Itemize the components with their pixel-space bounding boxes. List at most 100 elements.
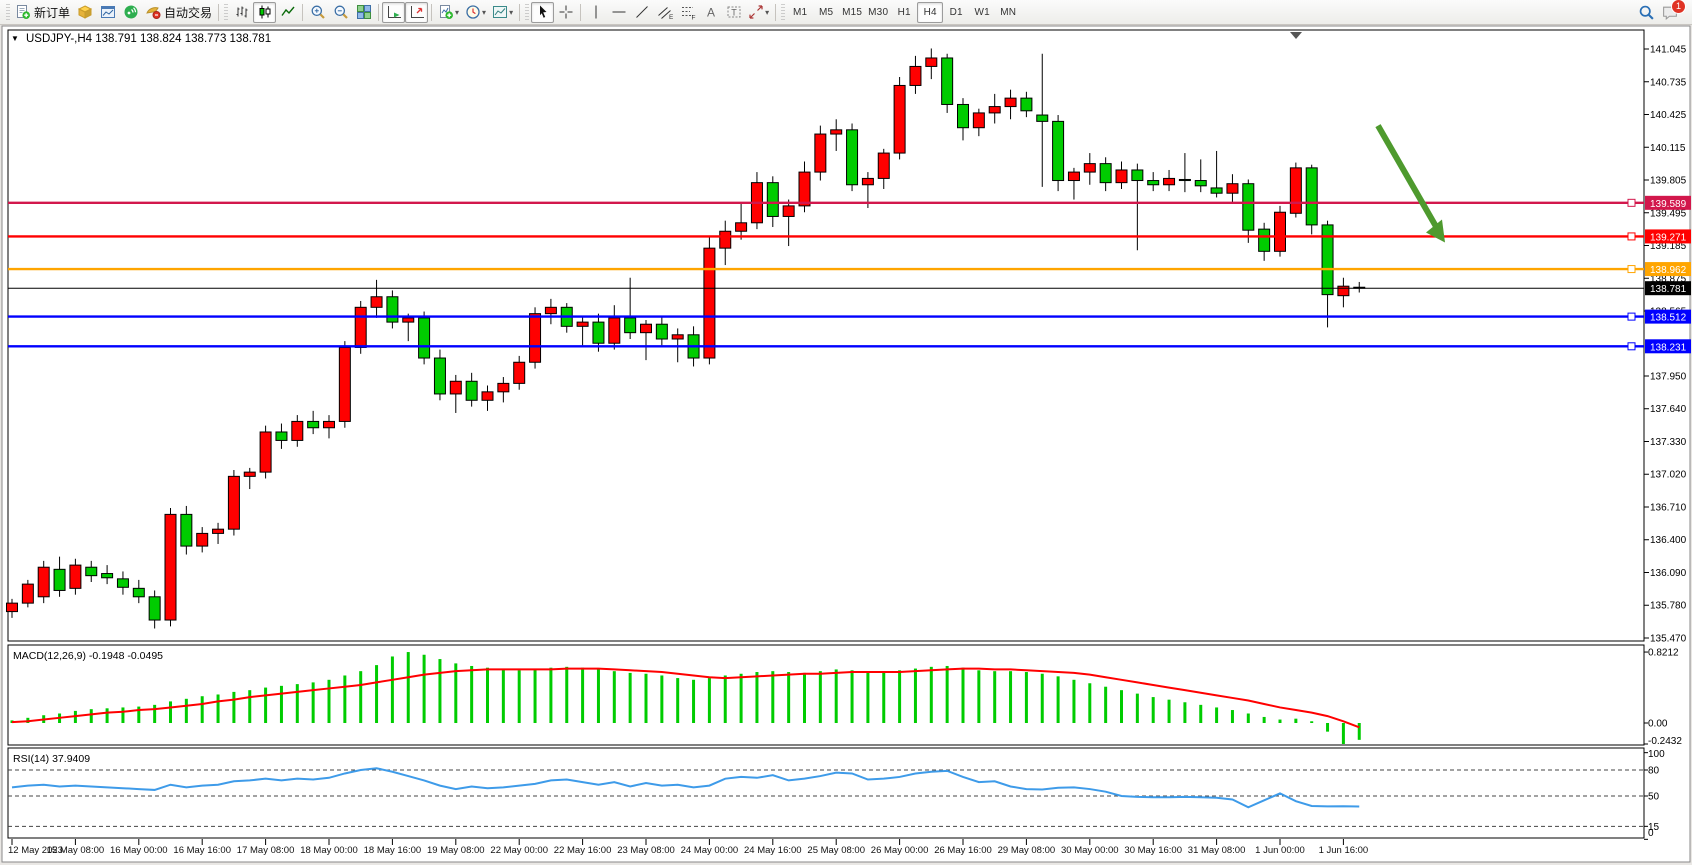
crosshair-icon (558, 4, 574, 20)
tile-windows-button[interactable] (352, 2, 375, 23)
time-axis-label: 1 Jun 00:00 (1255, 845, 1305, 856)
shapes-tool-button[interactable]: ▾ (745, 2, 772, 23)
fibonacci-tool-button[interactable]: F (676, 2, 699, 23)
auto-scroll-button[interactable] (382, 1, 406, 23)
macd-bar (977, 670, 981, 723)
macd-bar (406, 652, 410, 723)
vertical-line-tool-button[interactable] (584, 2, 607, 23)
one-click-trading-collapse-icon[interactable]: ▼ (11, 34, 19, 43)
price-tag (1645, 195, 1691, 210)
macd-bar (961, 667, 965, 723)
symbols-cube-icon (77, 4, 93, 20)
price-axis-label: 138.875 (1650, 274, 1687, 285)
symbols-button[interactable] (73, 2, 96, 23)
search-icon (1638, 4, 1655, 21)
rsi-line (11, 767, 1360, 809)
candle-body (766, 182, 779, 217)
cursor-button[interactable] (531, 1, 555, 23)
line-handle[interactable] (1627, 198, 1636, 207)
text-tool-button[interactable]: A (699, 2, 722, 23)
separator (775, 3, 777, 21)
macd-bar (1215, 707, 1219, 723)
line-handle[interactable] (1627, 232, 1636, 241)
chart-shift-button[interactable] (405, 1, 429, 23)
candlestick-mode-button[interactable] (253, 1, 277, 23)
macd-bar (311, 682, 315, 723)
macd-bar (89, 709, 93, 723)
templates-button[interactable]: ▾ (489, 2, 516, 23)
price-axis-label: 136.090 (1650, 568, 1687, 579)
timeframe-button-M30[interactable]: M30 (868, 6, 889, 18)
separator (519, 3, 521, 21)
timeframe-button-W1[interactable]: W1 (974, 6, 990, 18)
price-tag-label: 138.512 (1650, 313, 1687, 324)
line-chart-mode-button[interactable] (276, 2, 299, 23)
candle-body (893, 84, 906, 154)
candle-body (735, 222, 748, 232)
label-tool-button[interactable]: T (722, 2, 745, 23)
candle-body (148, 596, 161, 621)
candle-body (830, 129, 843, 135)
candle-body (592, 321, 605, 344)
candle-body (719, 230, 732, 249)
line-handle[interactable] (1627, 265, 1636, 274)
macd-bar (422, 654, 426, 723)
macd-bar (913, 668, 917, 723)
channel-tool-button[interactable]: E (653, 2, 676, 23)
charts-window-button[interactable] (96, 2, 119, 23)
notifications-button[interactable]: 1 (1658, 0, 1686, 23)
timeframe-button-M15[interactable]: M15 (842, 6, 863, 18)
timeframe-button-M1[interactable]: M1 (792, 6, 808, 18)
macd-bar (1151, 697, 1155, 723)
chevron-down-icon: ▾ (765, 7, 770, 17)
candle-body (227, 475, 240, 530)
time-axis-label: 16 May 00:00 (110, 845, 168, 856)
crosshair-button[interactable] (554, 2, 577, 23)
timeframe-button-D1[interactable]: D1 (949, 6, 963, 18)
annotation-arrow-head[interactable] (1426, 219, 1445, 243)
horizontal-line-tool-button[interactable] (607, 2, 630, 23)
timeframe-button-H4[interactable]: H4 (917, 1, 944, 23)
timeframe-button-MN[interactable]: MN (1000, 6, 1017, 18)
trendline-tool-button[interactable] (630, 2, 653, 23)
macd-bar (945, 665, 949, 723)
macd-bar (707, 678, 711, 723)
candle-body (132, 587, 145, 598)
zoom-in-button[interactable] (306, 2, 329, 23)
macd-bar (1262, 716, 1266, 723)
toolbar-grip[interactable] (781, 3, 786, 21)
macd-bar (850, 670, 854, 723)
line-chart-icon (280, 4, 296, 20)
indicators-button[interactable]: ▾ (435, 2, 462, 23)
chart-shift-marker[interactable] (1290, 32, 1302, 39)
timeframe-button-M5[interactable]: M5 (818, 6, 834, 18)
timeframe-button-H1[interactable]: H1 (897, 6, 911, 18)
signals-button[interactable] (119, 2, 142, 23)
search-button[interactable] (1635, 2, 1658, 23)
macd-bar (264, 687, 268, 723)
periods-button[interactable]: ▾ (462, 2, 489, 23)
macd-bar (644, 673, 648, 723)
annotation-arrow-shaft[interactable] (1375, 124, 1439, 229)
candle-body (671, 334, 684, 340)
line-handle[interactable] (1627, 342, 1636, 351)
candle-body (1321, 224, 1334, 296)
bar-chart-mode-button[interactable] (230, 2, 253, 23)
candle-body (1020, 97, 1033, 112)
zoom-out-button[interactable] (329, 2, 352, 23)
time-axis-label: 18 May 00:00 (300, 845, 358, 856)
toolbar-grip[interactable] (224, 3, 229, 21)
toolbar-grip[interactable] (6, 3, 10, 21)
toolbar-grip[interactable] (525, 3, 530, 21)
zoom-in-icon (310, 4, 326, 20)
line-handle[interactable] (1627, 312, 1636, 321)
autotrading-button[interactable]: 自动交易 (142, 2, 215, 23)
macd-bar (628, 672, 632, 723)
candle-body (1194, 180, 1207, 187)
separator (431, 3, 433, 21)
candles (6, 48, 1366, 629)
new-order-button[interactable]: 新订单 (12, 2, 73, 23)
charts-window-icon (100, 4, 116, 20)
price-axis-label: 140.425 (1650, 110, 1687, 121)
